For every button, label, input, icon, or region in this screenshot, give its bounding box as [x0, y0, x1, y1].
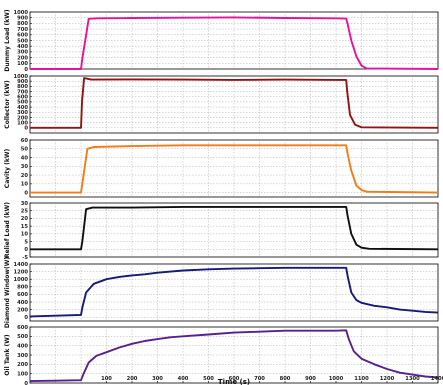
data-series-line: [30, 77, 439, 129]
x-tick-label: 1400: [431, 376, 443, 382]
x-tick-label: 900: [305, 376, 316, 382]
x-tick-label: 1000: [329, 376, 344, 382]
y-axis-label: Cavity (kW): [4, 149, 11, 189]
y-tick-label: 5: [24, 239, 28, 245]
y-tick-label: 900: [17, 79, 28, 85]
y-tick-label: 200: [17, 55, 28, 61]
y-tick-label: 30: [21, 201, 29, 207]
y-tick-label: 900: [17, 16, 28, 22]
y-tick-label: 30: [21, 164, 29, 170]
y-tick-label: 0: [24, 190, 28, 196]
y-tick-label: 100: [17, 120, 28, 126]
y-tick-label: 600: [17, 95, 28, 101]
y-axis-label: Collector (kW): [4, 80, 11, 129]
data-series-line: [30, 205, 439, 251]
y-tick-label: 40: [21, 155, 29, 161]
y-tick-label: 800: [17, 84, 28, 90]
y-tick-label: 500: [17, 334, 28, 340]
y-tick-label: 1000: [14, 10, 29, 16]
y-tick-label: 200: [17, 362, 28, 368]
y-tick-label: 400: [17, 44, 28, 50]
chart-panel-6: 0 100 200 300 400 500 600 Oil Tank (W) 100 200 300…: [4, 325, 443, 385]
y-tick-label: 1000: [14, 277, 29, 283]
y-tick-label: 800: [17, 285, 28, 291]
y-tick-label: 0: [24, 67, 28, 73]
y-tick-label: 300: [17, 353, 28, 359]
y-tick-label: 20: [21, 216, 29, 222]
y-axis-label: Relief Load (kW): [4, 202, 11, 258]
y-tick-label: 400: [17, 105, 28, 111]
y-tick-label: 0: [24, 315, 28, 321]
y-axis-label: Diamond Window(W): [4, 257, 11, 328]
y-tick-label: 200: [17, 307, 28, 313]
chart-panel-2: 01002003004005006007008009001000Collecto…: [4, 74, 439, 134]
y-tick-label: 100: [17, 61, 28, 67]
y-tick-label: -5: [22, 255, 28, 261]
y-tick-label: 20: [21, 173, 29, 179]
y-tick-label: 700: [17, 89, 28, 95]
y-tick-label: 0: [24, 126, 28, 132]
x-tick-label: 500: [203, 376, 214, 382]
y-tick-label: 60: [21, 138, 29, 144]
y-tick-label: 1000: [14, 74, 29, 80]
x-tick-label: 100: [101, 376, 112, 382]
x-tick-label: 200: [127, 376, 138, 382]
y-tick-label: 600: [17, 325, 28, 331]
y-axis-label: Oil Tank (W): [4, 334, 11, 375]
x-tick-label: 700: [254, 376, 265, 382]
y-tick-label: 800: [17, 21, 28, 27]
y-tick-label: 500: [17, 100, 28, 106]
y-tick-label: 50: [21, 147, 29, 153]
y-axis-label: Dummy Load (kW): [4, 9, 11, 71]
data-series-line: [29, 266, 439, 318]
y-tick-label: 25: [21, 209, 29, 215]
y-tick-label: 300: [17, 50, 28, 56]
x-axis-label: Time (s): [218, 378, 250, 385]
y-tick-label: 400: [17, 300, 28, 306]
y-tick-label: 700: [17, 27, 28, 33]
y-tick-label: 0: [24, 247, 28, 253]
data-series-line: [30, 16, 439, 70]
y-tick-label: 10: [21, 182, 29, 188]
chart-panel-3: 0 10 20 30 40 50 60 Cavity (kW): [4, 138, 439, 198]
x-tick-label: 1300: [405, 376, 420, 382]
data-series-line: [30, 144, 439, 194]
data-series-line: [29, 329, 439, 383]
y-tick-label: 400: [17, 343, 28, 349]
x-tick-label: 1100: [354, 376, 369, 382]
y-tick-label: 1400: [14, 262, 29, 268]
x-tick-label: 1200: [380, 376, 395, 382]
x-tick-label: 600: [229, 376, 240, 382]
y-tick-label: 15: [21, 224, 29, 230]
y-tick-label: 0: [24, 381, 28, 385]
y-tick-label: 600: [17, 292, 28, 298]
y-tick-label: 600: [17, 33, 28, 39]
y-tick-label: 10: [21, 232, 29, 238]
x-tick-label: 300: [152, 376, 163, 382]
y-tick-label: 200: [17, 115, 28, 121]
y-tick-label: 100: [17, 371, 28, 377]
y-tick-label: 500: [17, 38, 28, 44]
x-tick-label: 400: [178, 376, 189, 382]
y-tick-label: 1200: [14, 269, 29, 275]
x-tick-label: 800: [280, 376, 291, 382]
y-tick-label: 300: [17, 110, 28, 116]
